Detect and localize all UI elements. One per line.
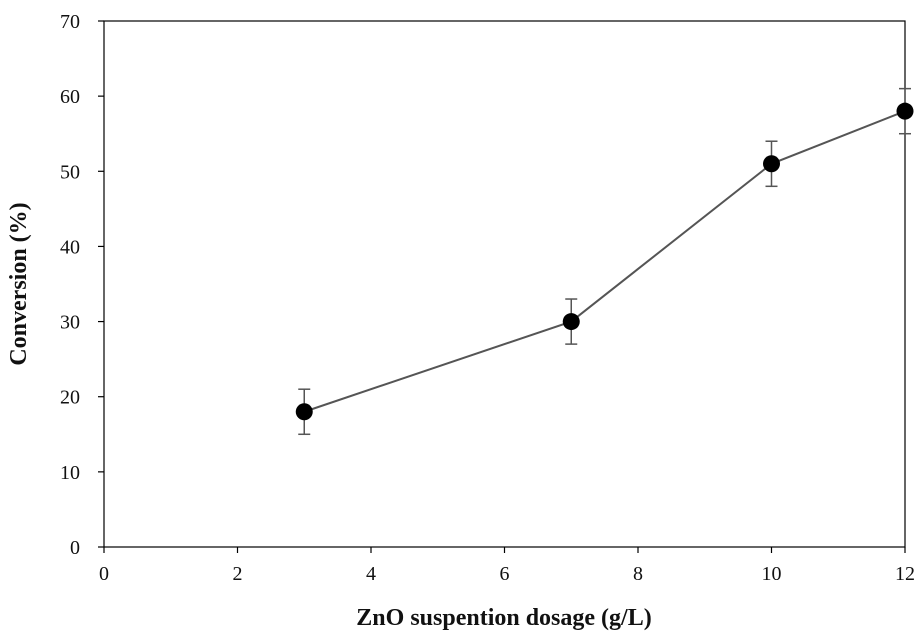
data-point xyxy=(896,102,914,120)
data-point xyxy=(763,155,780,173)
y-tick-label: 20 xyxy=(60,387,80,409)
series-line xyxy=(303,110,906,413)
x-tick-label: 0 xyxy=(99,563,109,585)
x-tick-label: 12 xyxy=(895,563,915,585)
y-tick-label: 30 xyxy=(60,312,80,334)
y-tick-label: 40 xyxy=(60,236,80,258)
x-axis-title: ZnO suspention dosage (g/L) xyxy=(356,605,651,631)
series-points xyxy=(295,102,914,421)
x-tick-label: 6 xyxy=(500,563,510,585)
y-axis-title: Conversion (%) xyxy=(6,202,32,365)
y-tick-label: 60 xyxy=(60,86,80,108)
x-tick-label: 10 xyxy=(762,563,782,585)
y-axis-tick-labels: 0 10 20 30 40 50 60 70 xyxy=(60,11,80,559)
y-tick-label: 50 xyxy=(60,161,80,183)
x-axis-tick-labels: 0 2 4 6 8 10 12 xyxy=(99,563,915,585)
y-tick-label: 0 xyxy=(70,537,80,559)
series-lines xyxy=(303,110,906,413)
data-point xyxy=(295,403,313,421)
y-tick-label: 10 xyxy=(60,462,80,484)
data-point xyxy=(562,313,580,331)
x-tick-label: 8 xyxy=(633,563,643,585)
y-tick-label: 70 xyxy=(60,11,80,33)
x-tick-label: 2 xyxy=(233,563,243,585)
plot-frame xyxy=(103,20,906,548)
x-axis-ticks xyxy=(103,547,906,553)
x-tick-label: 4 xyxy=(366,563,376,585)
y-axis-ticks xyxy=(98,20,104,548)
